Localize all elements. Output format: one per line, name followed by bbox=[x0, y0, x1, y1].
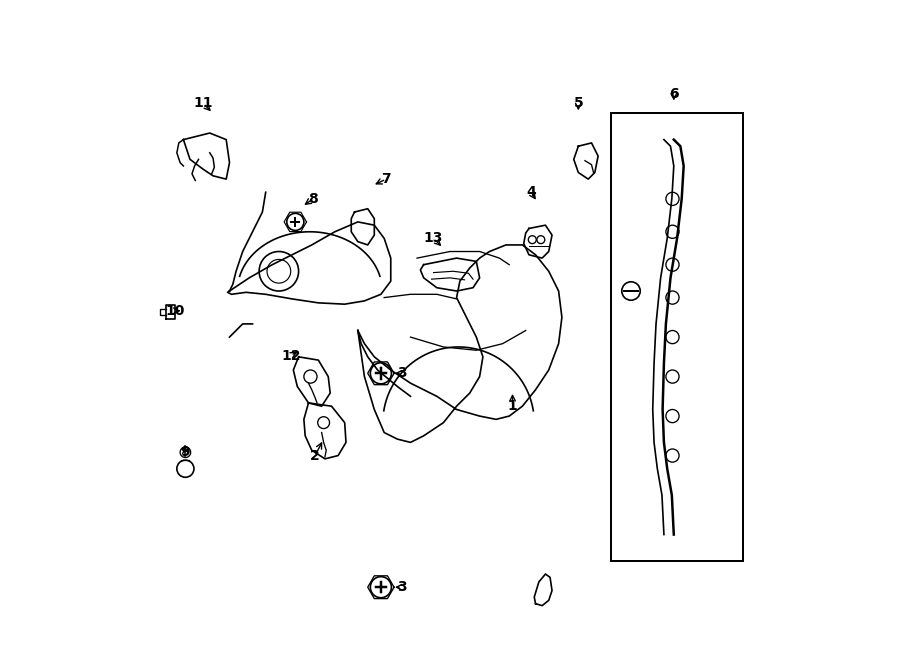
Text: 13: 13 bbox=[424, 231, 443, 245]
Text: 6: 6 bbox=[669, 87, 679, 100]
Text: 5: 5 bbox=[573, 97, 583, 110]
Text: 9: 9 bbox=[181, 446, 190, 459]
Text: 11: 11 bbox=[194, 97, 213, 110]
Text: 1: 1 bbox=[508, 399, 518, 413]
Text: 12: 12 bbox=[281, 348, 301, 362]
Text: 2: 2 bbox=[310, 449, 320, 463]
Text: 3: 3 bbox=[397, 366, 407, 380]
Bar bbox=[611, 113, 742, 561]
Text: 3: 3 bbox=[397, 580, 407, 594]
Text: 7: 7 bbox=[382, 172, 391, 186]
Text: 8: 8 bbox=[308, 192, 318, 206]
Text: 10: 10 bbox=[166, 304, 184, 318]
Text: 4: 4 bbox=[526, 185, 536, 199]
